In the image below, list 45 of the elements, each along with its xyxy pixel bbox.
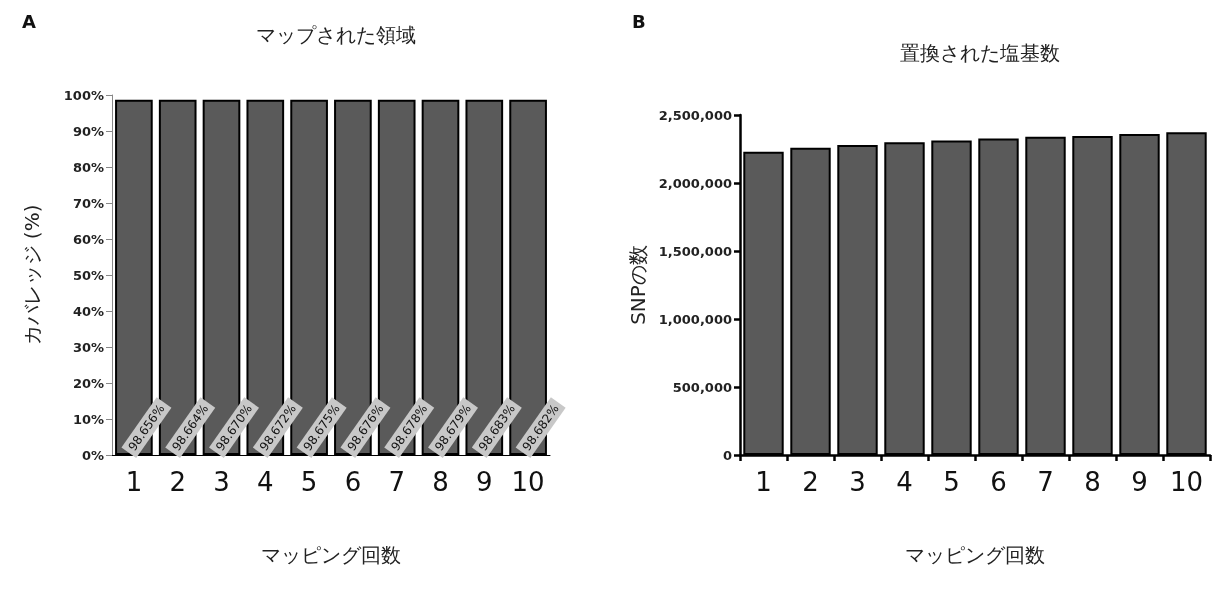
x-tick-label: 5 [300,467,318,497]
x-tick-label: 8 [432,467,449,497]
y-tick-label: 500,000 [672,379,732,395]
x-axis-title: マッピング回数 [261,543,401,567]
y-tick-label: 2,000,000 [658,175,732,191]
x-tick-label: 10 [1169,467,1204,497]
y-tick-label: 70% [72,195,104,211]
x-tick-label: 9 [1131,467,1148,497]
x-tick-label: 2 [802,467,819,497]
x-tick-label: 1 [755,467,772,497]
y-tick-label: 0 [722,447,732,463]
y-tick-label: 1,500,000 [658,243,732,259]
y-tick-label: 80% [72,159,104,175]
chart-title: マップされた領域 [256,23,416,47]
x-tick-label: 2 [169,467,186,497]
y-tick-label: 50% [72,267,104,283]
y-axis-title: SNPの数 [625,245,650,325]
x-tick-label: 3 [849,467,866,497]
y-tick-label: 100% [63,87,104,103]
y-tick-label: 40% [72,303,104,319]
y-tick-label: 60% [72,231,104,247]
x-tick-label: 6 [990,467,1007,497]
x-tick-label: 6 [344,467,362,497]
text: B [632,10,646,32]
x-tick-label: 10 [511,467,545,497]
x-tick-label: 4 [257,467,274,497]
y-tick-label: 30% [72,339,104,355]
x-tick-label: 7 [388,467,405,497]
y-axis-title: カバレッジ (%) [20,204,44,346]
x-tick-label: 5 [943,467,960,497]
y-tick-label: 0% [81,447,104,463]
y-tick-label: 90% [72,123,104,139]
x-axis-title: マッピング回数 [905,543,1045,567]
text: A [22,10,36,32]
y-tick-label: 20% [72,375,104,391]
x-tick-label: 7 [1037,467,1054,497]
chart-title: 置換された塩基数 [900,41,1060,65]
y-tick-label: 10% [72,411,104,427]
x-tick-label: 3 [213,467,230,497]
x-tick-label: 1 [125,467,143,497]
x-tick-label: 9 [476,467,493,497]
y-tick-label: 2,500,000 [658,107,732,123]
x-tick-label: 4 [896,467,913,497]
x-tick-label: 8 [1084,467,1101,497]
y-tick-label: 1,000,000 [658,311,732,327]
